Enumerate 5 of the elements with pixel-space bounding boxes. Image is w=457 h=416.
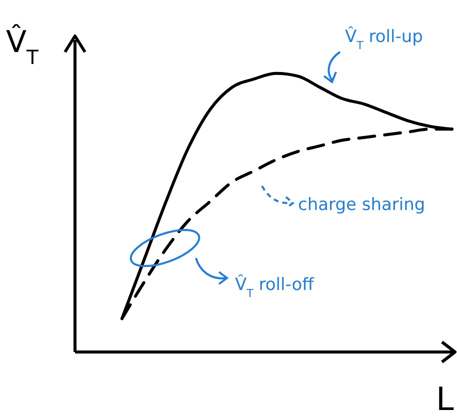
x-axis-title: L xyxy=(436,380,454,416)
y-axis-title: V̂$_{T}$ xyxy=(6,24,39,68)
annotation: charge sharing xyxy=(298,195,426,215)
text: V̂$_{T}$ roll-up xyxy=(345,26,423,52)
annotation: V̂$_{T}$ roll-off xyxy=(235,274,316,300)
